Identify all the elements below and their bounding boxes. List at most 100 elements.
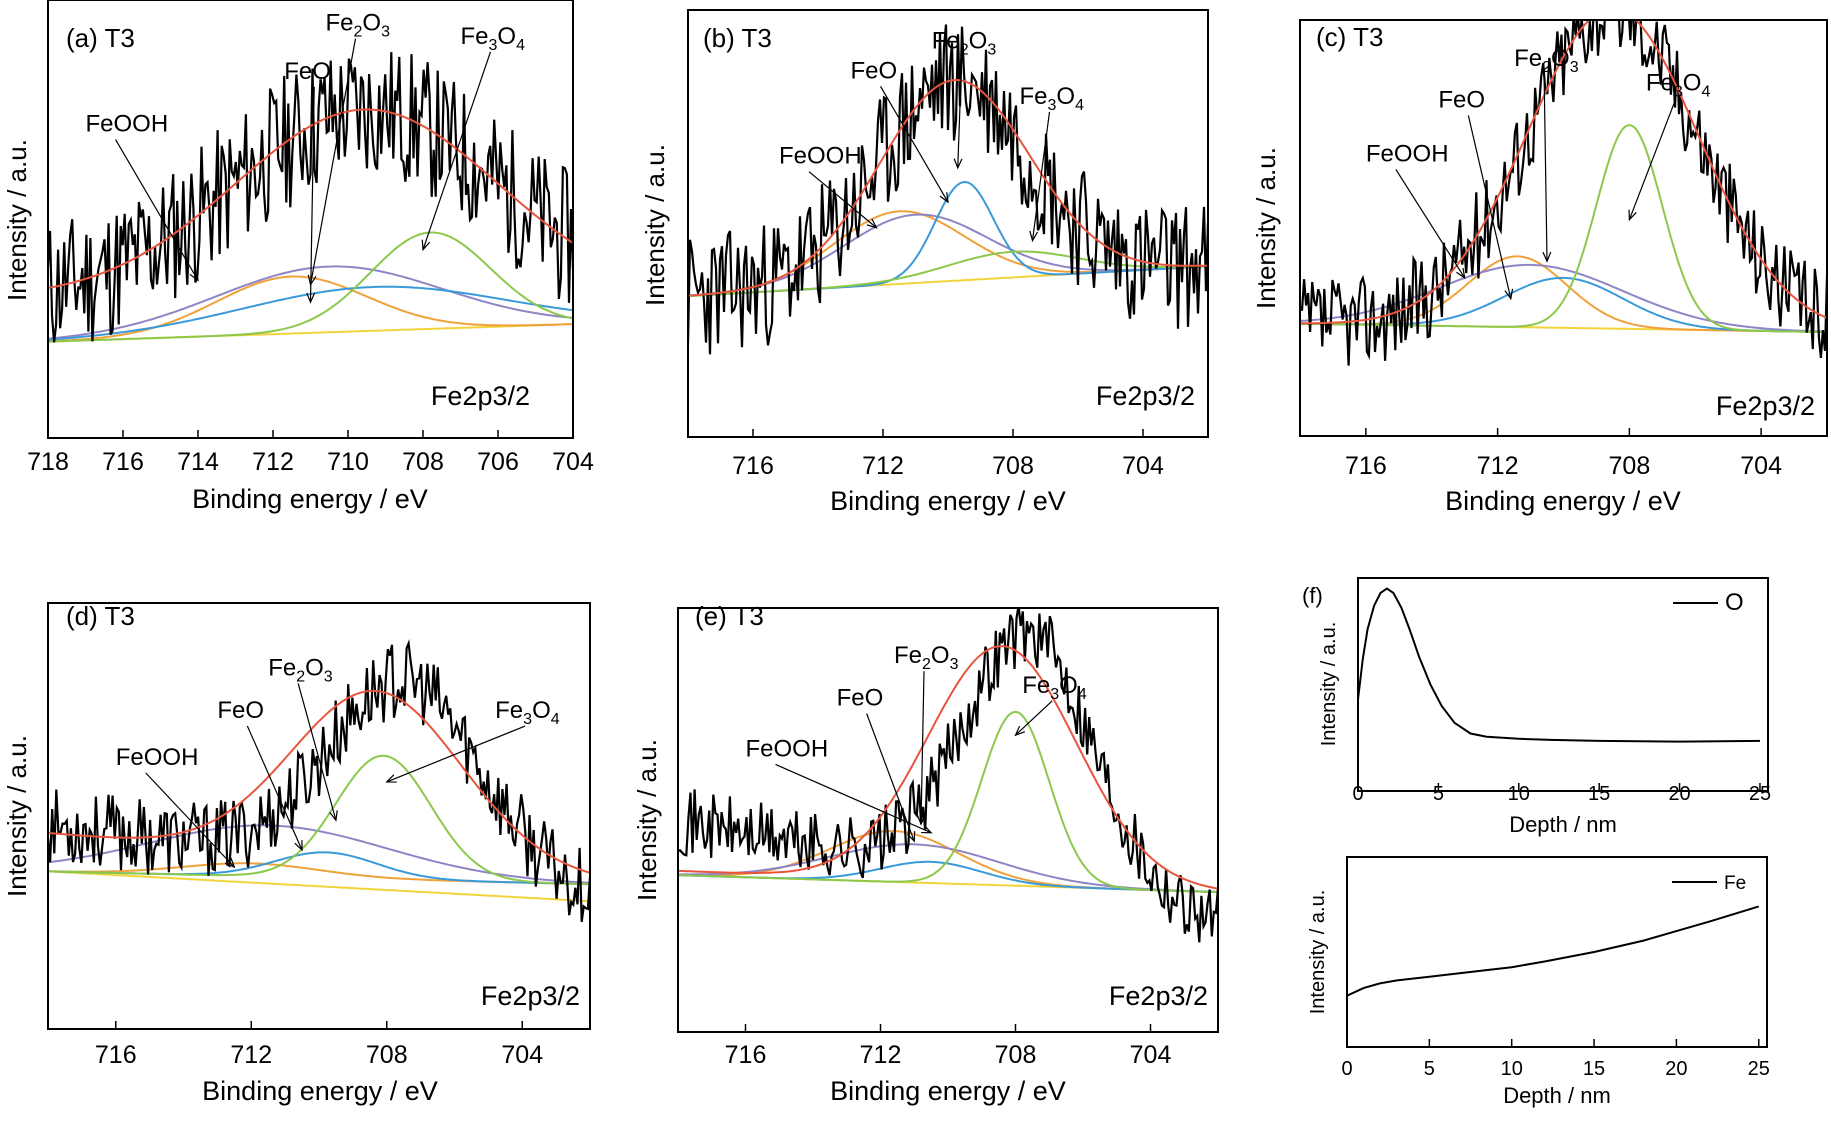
annotation-label: Fe3O4: [461, 23, 526, 54]
panel-label: (d) T3: [66, 601, 135, 631]
x-tick-label: 712: [862, 452, 904, 480]
y-axis-label: Intensity / a.u.: [2, 139, 32, 301]
region-label: Fe2p3/2: [481, 981, 580, 1011]
y-axis-label: Intensity / a.u.: [640, 144, 670, 306]
x-tick-label: 704: [1740, 452, 1782, 480]
panel-label: (c) T3: [1316, 22, 1383, 52]
annotation-arrow: [422, 51, 492, 250]
annotation-label: FeOOH: [779, 143, 862, 170]
x-tick-label: 704: [1122, 452, 1164, 480]
x-tick-label: 704: [501, 1041, 543, 1069]
annotation-arrowhead: [1542, 251, 1552, 263]
annotation-arrow: [775, 763, 932, 834]
series-envelope: [1300, 20, 1827, 325]
annotation-arrow: [866, 713, 915, 842]
annotation-label: FeOOH: [746, 735, 829, 762]
annotation-arrow: [1031, 111, 1051, 241]
x-axis-label: Binding energy / eV: [830, 1076, 1066, 1106]
x-tick-label: 716: [725, 1041, 767, 1069]
y-axis-label: Intensity / a.u.: [1307, 890, 1329, 1015]
annotation-arrow: [114, 139, 199, 281]
plot-area: [48, 639, 590, 923]
annotation-arrow: [1395, 169, 1466, 279]
series-feo: [1300, 276, 1827, 333]
annotation-label: FeOOH: [116, 744, 199, 771]
chart-panel: 716 712 708 704 Binding energy / eV Intensity…: [2, 601, 591, 1106]
region-label: Fe2p3/2: [431, 381, 530, 411]
axes-frame: [47, 0, 574, 439]
annotation-arrow: [1543, 73, 1548, 262]
plot-area: [48, 52, 573, 343]
annotation-label: Fe3O4: [1020, 83, 1085, 114]
annotation-arrow: [957, 56, 963, 169]
annotation-arrow: [386, 725, 526, 783]
annotation-label: FeO: [284, 58, 331, 85]
annotation-arrow: [297, 683, 337, 821]
plot-area: [678, 608, 1218, 943]
x-tick-label: 712: [1477, 452, 1519, 480]
x-tick-label: 712: [230, 1041, 272, 1069]
x-tick-label: 716: [95, 1041, 137, 1069]
x-tick-label: 0: [1341, 1058, 1352, 1080]
region-label: Fe2p3/2: [1716, 391, 1815, 421]
annotation-arrow: [246, 725, 303, 851]
series-envelope: [48, 689, 590, 874]
series-raw: [48, 639, 590, 923]
chart-panel: 0 5 10 15 20 25 Depth / nm Intensity / a.u. Fe: [1307, 856, 1770, 1108]
annotation-arrow: [145, 772, 235, 868]
x-tick-label: 706: [477, 448, 519, 476]
annotation-arrowhead: [1014, 725, 1026, 737]
panel-label: (b) T3: [703, 23, 772, 53]
x-tick-label: 708: [995, 1041, 1037, 1069]
x-axis-label: Binding energy / eV: [202, 1076, 438, 1106]
x-tick-label: 716: [102, 448, 144, 476]
y-axis-label: Intensity / a.u.: [1318, 622, 1340, 747]
annotation-arrowhead: [1029, 230, 1039, 243]
series-o: [1358, 587, 1761, 743]
panel-label: (f): [1302, 583, 1323, 608]
annotation-arrowhead: [307, 274, 317, 287]
x-tick-label: 10: [1501, 1058, 1523, 1080]
x-tick-label: 714: [177, 448, 219, 476]
annotation-arrow: [920, 671, 925, 825]
annotation-arrow: [309, 38, 357, 285]
x-tick-label: 25: [1748, 1058, 1770, 1080]
series-envelope: [48, 108, 573, 289]
axes-frame: [687, 9, 1209, 438]
x-tick-label: 704: [552, 448, 594, 476]
plot-area: [1300, 20, 1827, 366]
plot-area: [1347, 905, 1760, 997]
x-tick-label: 15: [1583, 1058, 1605, 1080]
annotation-arrowhead: [385, 774, 397, 783]
annotation-arrowhead: [421, 239, 431, 252]
legend-label: O: [1725, 589, 1744, 616]
y-axis-label: Intensity / a.u.: [2, 735, 32, 897]
x-axis-label: Binding energy / eV: [830, 486, 1066, 516]
x-tick-label: 716: [732, 452, 774, 480]
x-axis-label: Depth / nm: [1503, 1083, 1611, 1108]
x-tick-label: 716: [1345, 452, 1387, 480]
series-raw: [48, 52, 573, 343]
annotation-arrow: [879, 86, 949, 203]
annotation-label: Fe2O3: [326, 10, 391, 41]
x-tick-label: 10: [1508, 783, 1530, 805]
chart-panel: 718 716 714 712 710 708 706 704 Binding energy /…: [2, 0, 594, 514]
x-tick-label: 0: [1352, 783, 1363, 805]
annotation-label: Fe2O3: [894, 642, 959, 673]
x-tick-label: 5: [1424, 1058, 1435, 1080]
annotation-arrowhead: [921, 825, 933, 834]
annotation-label: Fe3O4: [1646, 70, 1711, 101]
annotation-label: Fe2O3: [1514, 45, 1579, 76]
annotation-arrowhead: [224, 857, 236, 869]
series-fe3o4: [48, 754, 590, 886]
chart-panel: 0 5 10 15 20 25 Depth / nm Intensity / a.u. (f) O: [1302, 577, 1771, 837]
x-axis-label: Depth / nm: [1509, 812, 1617, 837]
chart-panel: 716 712 708 704 Binding energy / eV Intensity…: [632, 601, 1219, 1106]
annotation-arrow: [808, 171, 877, 229]
series-fe3o4: [1300, 124, 1827, 333]
annotation-label: FeO: [851, 57, 898, 84]
series-fe3o4: [48, 231, 573, 343]
x-tick-label: 708: [402, 448, 444, 476]
y-axis-label: Intensity / a.u.: [1251, 147, 1281, 309]
